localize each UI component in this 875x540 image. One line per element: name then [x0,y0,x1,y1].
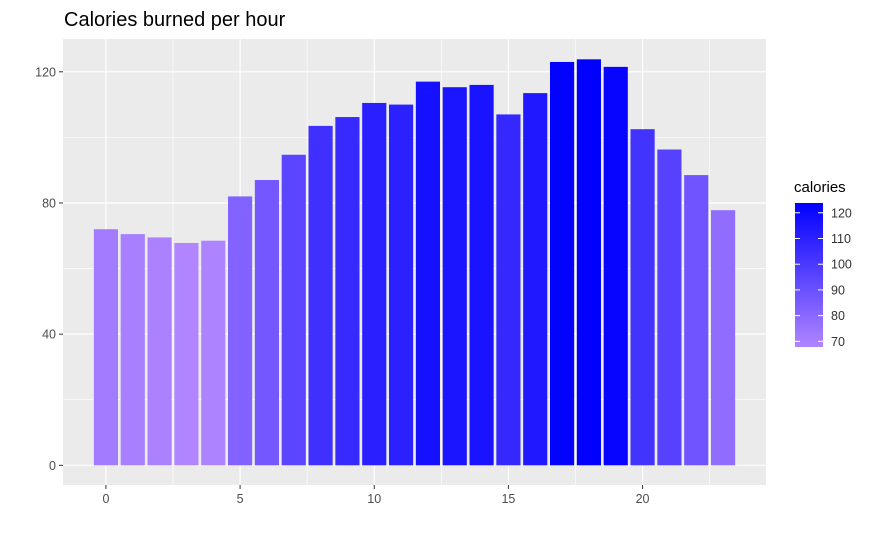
legend-colorbar [795,203,823,347]
bar-hour-8 [308,125,333,466]
bar-hour-5 [228,196,253,466]
bar-hour-10 [362,102,387,466]
y-tick-label: 40 [42,328,56,342]
bar-hour-15 [496,114,521,466]
bar-hour-14 [469,84,494,466]
bar-hour-3 [174,242,199,466]
bar-hour-0 [93,229,119,466]
bar-hour-6 [254,180,279,466]
y-tick-label: 120 [35,65,56,79]
bar-hour-12 [415,81,440,466]
bar-hour-18 [576,59,601,466]
legend-label: 70 [831,335,845,349]
bar-hour-9 [335,117,360,466]
bar-hour-20 [630,129,655,466]
bar-hour-22 [684,175,709,466]
x-axis: 0 5 10 15 20 [102,485,650,506]
x-tick-label: 10 [367,492,381,506]
y-tick-label: 80 [42,196,56,210]
x-tick-label: 0 [102,492,109,506]
bar-hour-23 [710,210,736,466]
legend-title: calories [794,179,846,196]
bar-hour-17 [550,61,575,466]
legend-label: 100 [831,258,852,272]
bar-hour-7 [281,154,306,466]
x-tick-label: 20 [636,492,650,506]
x-tick-label: 15 [501,492,515,506]
bars [93,59,736,466]
legend: calories 70 80 90 100 110 120 [794,179,852,349]
legend-label: 90 [831,283,845,297]
bar-hour-13 [442,87,467,466]
bar-hour-4 [201,240,226,466]
legend-label: 80 [831,309,845,323]
y-tick-label: 0 [49,459,56,473]
bar-hour-11 [389,104,414,466]
y-axis: 0 40 80 120 [35,65,63,473]
x-tick-label: 5 [237,492,244,506]
bar-hour-19 [603,66,628,466]
bar-hour-16 [523,93,548,466]
legend-label: 110 [831,232,851,246]
chart-title: Calories burned per hour [64,9,286,31]
bar-hour-2 [147,237,172,466]
bar-hour-21 [657,149,682,466]
legend-ticks: 70 80 90 100 110 120 [795,206,852,349]
legend-label: 120 [831,206,852,220]
bar-hour-1 [120,234,145,466]
